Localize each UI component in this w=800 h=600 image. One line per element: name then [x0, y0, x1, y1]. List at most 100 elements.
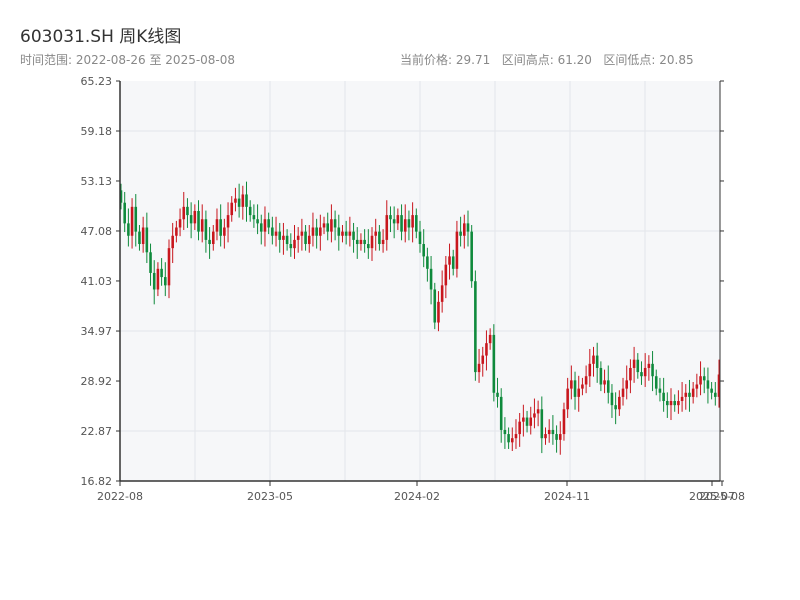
candle-up [625, 380, 629, 389]
candle-down [606, 380, 610, 393]
candle-down [204, 219, 208, 240]
date-range-label: 时间范围: [20, 53, 73, 67]
candle-up [156, 268, 160, 290]
candle-down [248, 206, 252, 216]
candle-up [282, 235, 285, 240]
candle-up [463, 223, 466, 236]
candle-up [341, 231, 344, 236]
candle-up [385, 215, 389, 240]
x-tick-label: 2025-08 [699, 490, 745, 503]
candle-down [259, 223, 263, 232]
candle-down [499, 396, 503, 430]
candle-up [647, 363, 651, 368]
candle-down [595, 355, 599, 368]
range-high-label: 区间高点: [501, 53, 554, 67]
candle-up [680, 396, 684, 402]
date-range-end: 2025-08-08 [165, 53, 236, 67]
candle-up [455, 231, 459, 269]
candle-up [330, 219, 333, 232]
candle-down [160, 268, 163, 278]
current-price-label: 当前价格: [400, 53, 453, 67]
candle-up [514, 434, 518, 439]
y-tick-label: 53.13 [81, 175, 113, 188]
candle-down [418, 231, 422, 245]
range-low-label: 区间低点: [603, 53, 656, 67]
price-stats: 当前价格: 29.71 区间高点: 61.20 区间低点: 20.85 [400, 51, 694, 68]
candle-down [651, 363, 654, 377]
date-range-start: 2022-08-26 [75, 53, 146, 67]
candle-up [319, 227, 322, 236]
y-tick-label: 47.08 [81, 225, 113, 238]
candle-down [555, 434, 558, 440]
y-tick-label: 28.92 [81, 375, 113, 388]
candle-down [219, 219, 222, 236]
candle-down [426, 256, 429, 269]
candle-up [411, 215, 414, 228]
candle-up [381, 239, 385, 245]
candle-up [588, 363, 592, 377]
candle-up [699, 376, 702, 385]
candle-down [422, 244, 425, 257]
candle-up [322, 223, 326, 228]
candle-up [167, 248, 171, 286]
candle-up [518, 421, 521, 435]
candle-up [581, 384, 584, 389]
candle-up [226, 215, 230, 228]
candle-down [658, 388, 662, 393]
y-tick-label: 34.97 [81, 325, 113, 338]
candle-down [352, 231, 355, 240]
candle-down [459, 231, 462, 236]
candle-down [636, 359, 640, 373]
candle-up [643, 367, 647, 377]
y-tick-label: 16.82 [81, 475, 113, 488]
current-price-value: 29.71 [455, 53, 491, 67]
candle-up [396, 215, 400, 224]
candle-down [673, 401, 676, 406]
candle-up [533, 413, 536, 418]
candle-up [629, 367, 632, 381]
candle-down [666, 401, 669, 406]
candle-down [363, 239, 366, 245]
candle-down [378, 231, 381, 245]
candle-down [429, 268, 433, 290]
candle-down [466, 223, 470, 232]
candle-up [618, 396, 621, 410]
candle-down [208, 239, 211, 245]
candle-up [584, 376, 588, 385]
candle-up [370, 235, 374, 249]
candle-up [440, 285, 444, 302]
candle-up [592, 355, 595, 364]
candle-up [182, 206, 186, 220]
candle-down [138, 231, 141, 245]
candle-down [640, 372, 643, 377]
candle-down [525, 417, 529, 426]
candle-up [193, 210, 197, 224]
candle-up [230, 202, 234, 216]
candle-up [669, 401, 673, 406]
candle-down [267, 219, 270, 228]
candle-down [496, 392, 499, 397]
candle-down [315, 227, 318, 236]
candle-up [300, 231, 304, 236]
candle-up [536, 409, 540, 414]
date-range: 时间范围: 2022-08-26 至 2025-08-08 [20, 51, 235, 68]
candle-down [392, 219, 396, 224]
candle-down [271, 227, 274, 236]
candle-up [522, 417, 525, 422]
candle-down [551, 429, 555, 435]
candle-down [119, 190, 123, 203]
candle-up [223, 227, 226, 236]
candle-up [566, 388, 569, 410]
candle-down [540, 409, 544, 439]
candle-up [481, 355, 485, 364]
candle-down [252, 215, 256, 220]
candle-down [474, 281, 477, 373]
candle-down [355, 239, 359, 245]
x-tick-label: 2024-11 [544, 490, 590, 503]
candle-up [307, 235, 311, 245]
candle-up [603, 380, 606, 385]
date-range-separator: 至 [149, 53, 162, 67]
candle-down [123, 202, 126, 224]
candle-up [263, 219, 267, 232]
